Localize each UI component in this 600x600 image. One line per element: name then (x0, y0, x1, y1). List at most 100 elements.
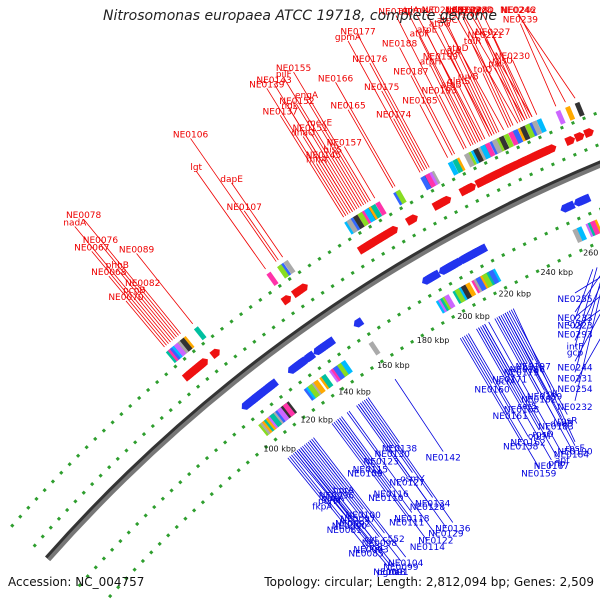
gene-label[interactable]: NE0076 (83, 236, 119, 246)
gene-label[interactable]: acrA (496, 377, 517, 387)
gene-label[interactable]: NE0123 (364, 458, 399, 468)
gene-label[interactable]: osmY (400, 475, 425, 485)
gene-label[interactable]: NE0189 (527, 393, 563, 403)
gene-label[interactable]: NE0100 (345, 511, 381, 521)
gene-label[interactable]: gcp (567, 349, 584, 359)
gene-label[interactable]: cyt_c552 (364, 535, 404, 545)
gene-label[interactable]: NE0165 (330, 102, 365, 112)
gene-label[interactable]: mexE (307, 118, 332, 128)
gene-label[interactable]: NE0118 (394, 514, 430, 524)
gene-label[interactable]: NE0090 (332, 522, 368, 532)
gene-label[interactable]: NE0161 (492, 412, 527, 422)
gene-label[interactable]: yvaL (364, 543, 385, 553)
gene-label[interactable]: rpsU (492, 56, 513, 66)
gene-label[interactable]: NE0109 (347, 470, 383, 480)
gene-label[interactable]: NE0228 (453, 6, 489, 16)
gene-label[interactable]: atpD (447, 44, 469, 54)
gene-label[interactable]: atpG (429, 19, 451, 29)
gene-label[interactable]: guaA (321, 494, 345, 504)
gene-label[interactable]: NE0143 (256, 76, 291, 86)
gene-label[interactable]: NE0255 (557, 295, 592, 305)
gene-label[interactable]: NE0089 (119, 246, 155, 256)
gene-label[interactable]: NE0167 (534, 462, 569, 472)
gene-label[interactable]: glmU (405, 6, 429, 16)
gene-label[interactable]: NE0193 (421, 87, 456, 97)
gene-label[interactable]: NE0159 (521, 469, 557, 479)
gene-label[interactable]: NE0092 (335, 519, 370, 529)
gene-label[interactable]: pal (488, 60, 502, 70)
gene-label[interactable]: ndk (281, 101, 298, 111)
gene-label[interactable]: tolR (464, 37, 482, 47)
gene-label[interactable]: NE0186 (510, 365, 546, 375)
gene-label[interactable]: rpoD (472, 6, 494, 16)
gene-label[interactable]: tolQ (474, 65, 493, 75)
gene-label[interactable]: NE0107 (227, 203, 262, 213)
gene-label[interactable]: rpsO (532, 430, 553, 440)
gene-label[interactable]: atpA (398, 6, 420, 16)
gene-label[interactable]: NE0188 (382, 39, 418, 49)
gene-label[interactable]: dapE (220, 175, 243, 185)
gene-label[interactable]: NE0227 (475, 28, 510, 38)
gene-label[interactable]: NE0110 (368, 494, 404, 504)
gene-label[interactable]: purM (318, 497, 341, 507)
gene-label[interactable]: NE0145 (306, 151, 341, 161)
gene-label[interactable]: NE0166 (318, 74, 354, 84)
gene-label[interactable]: rpsR (557, 417, 577, 427)
gene-label[interactable]: NE0138 (382, 445, 418, 455)
gene-label[interactable]: nadA (63, 218, 87, 228)
gene-label[interactable]: NE0182 (521, 396, 556, 406)
gene-label[interactable]: NE0242 (501, 6, 536, 16)
gene-label[interactable]: NE0183 (538, 423, 573, 433)
gene-label[interactable]: NE0233 (557, 314, 592, 324)
gene-label[interactable]: NE0128 (410, 503, 446, 513)
gene-label[interactable]: NE0096 (319, 491, 355, 501)
gene-label[interactable]: NE0185 (402, 97, 437, 107)
gene-label[interactable]: NE0244 (557, 363, 593, 373)
gene-label[interactable]: NE0175 (364, 83, 399, 93)
gene-label[interactable]: atpB (441, 81, 462, 91)
gene-label[interactable]: ruvB (458, 72, 479, 82)
gene-label[interactable]: NE0130 (374, 450, 410, 460)
gene-label[interactable]: atpH (420, 57, 442, 67)
gene-label[interactable]: tolB (446, 6, 464, 16)
gene-label[interactable]: NE0214 (445, 9, 481, 19)
gene-label[interactable]: NE0115 (353, 466, 388, 476)
gene-label[interactable]: rnhA (306, 155, 328, 165)
gene-label[interactable]: phhB (106, 261, 129, 271)
gene-label[interactable]: glmS (447, 77, 470, 87)
gene-label[interactable]: NE0184 (554, 451, 590, 461)
gene-label[interactable]: NE0224 (458, 6, 494, 16)
gene-label[interactable]: NE0246 (500, 6, 536, 16)
gene-label[interactable]: NE0254 (557, 385, 593, 395)
gene-label[interactable]: NE0093 (353, 546, 388, 556)
gene-label[interactable]: NE0239 (503, 16, 539, 26)
gene-label[interactable]: pcnB (123, 286, 146, 296)
gene-label[interactable]: NE0293 (557, 330, 592, 340)
gene-label[interactable]: NE0231 (557, 374, 592, 384)
gene-label[interactable]: NE0134 (415, 500, 451, 510)
gene-label[interactable]: NE0122 (418, 537, 453, 547)
gene-label[interactable]: NE0171 (492, 375, 527, 385)
gene-label[interactable]: NE0116 (373, 490, 409, 500)
gene-label[interactable]: rpsF (565, 444, 584, 454)
gene-label[interactable]: NE0162 (510, 438, 545, 448)
gene-label[interactable]: NE0082 (125, 279, 160, 289)
gene-label[interactable]: NE0192 (378, 8, 413, 18)
gene-label[interactable]: pnp (548, 459, 565, 469)
gene-label[interactable]: NE0223 (557, 321, 592, 331)
gene-label[interactable]: ruvA (440, 48, 462, 58)
gene-label[interactable]: ruvC (416, 6, 437, 16)
gene-label[interactable]: NE0136 (435, 524, 471, 534)
gene-label[interactable]: NE0067 (74, 243, 109, 253)
gene-label[interactable]: NE0098 (362, 539, 398, 549)
gene-label[interactable]: NE0199 (423, 52, 459, 62)
gene-label[interactable]: cyc (567, 319, 582, 329)
gene-label[interactable]: NE0085 (348, 550, 383, 560)
gene-label[interactable]: engA (295, 91, 319, 101)
gene-label[interactable]: NE0111 (389, 518, 424, 528)
gene-label[interactable]: NE0174 (376, 111, 412, 121)
gene-label[interactable]: NE0160 (474, 385, 510, 395)
gene-label[interactable]: NE0187 (393, 67, 428, 77)
gene-label[interactable]: NE0097 (340, 515, 375, 525)
gene-label[interactable]: rplI (543, 389, 558, 399)
